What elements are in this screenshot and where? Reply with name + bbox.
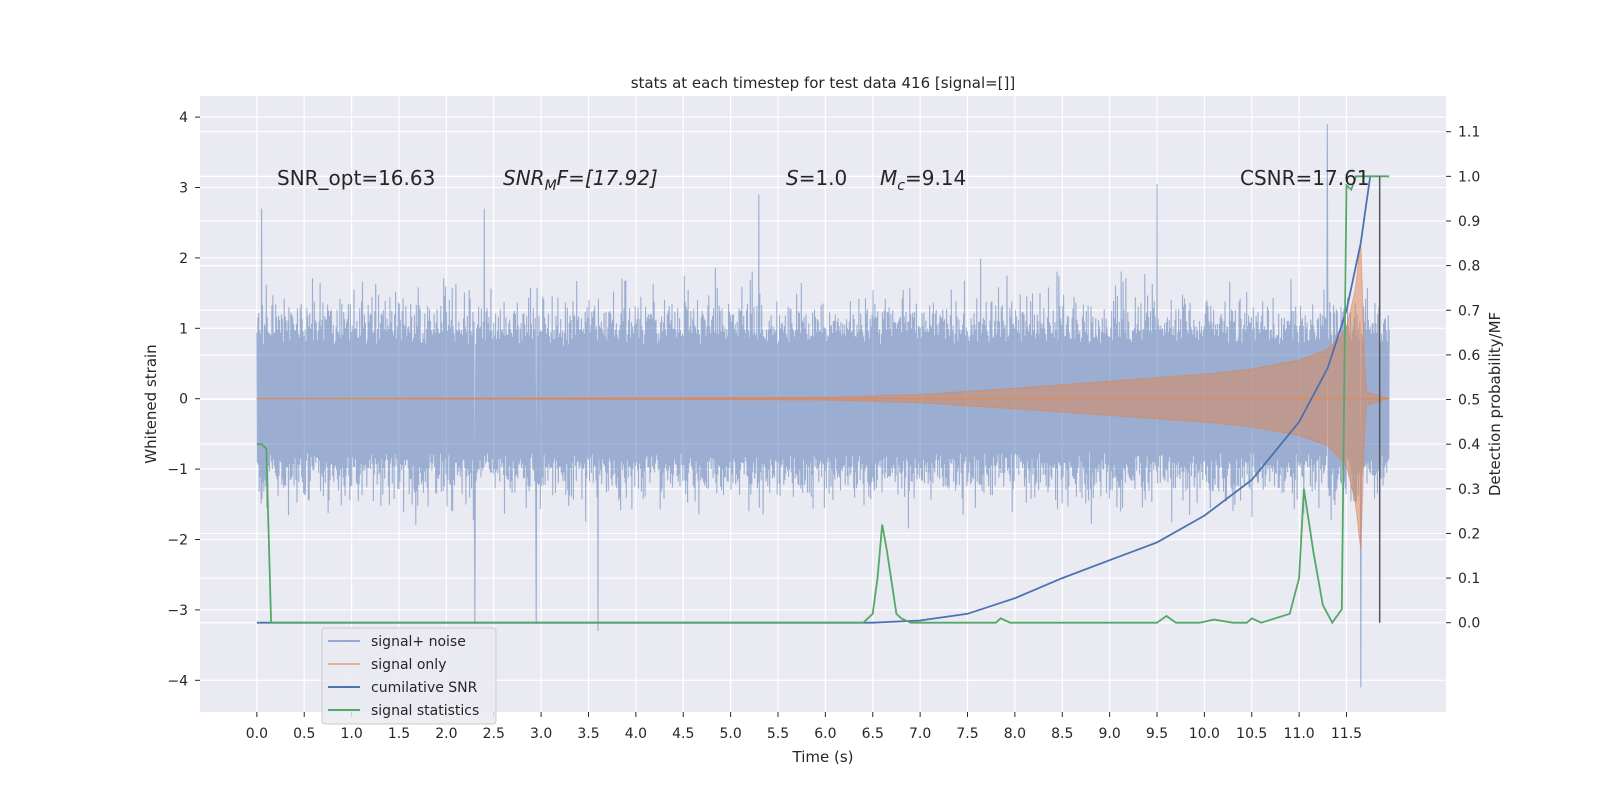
y-right-tick-label: 1.1	[1458, 125, 1480, 141]
x-tick-label: 2.5	[483, 726, 505, 742]
legend-label-signal-noise: signal+ noise	[371, 634, 466, 650]
x-tick-label: 2.0	[435, 726, 457, 742]
legend: signal+ noise signal only cumilative SNR…	[321, 627, 497, 725]
x-tick-label: 9.0	[1098, 726, 1120, 742]
series-signal-only	[256, 240, 1391, 549]
x-tick-label: 0.0	[246, 726, 268, 742]
annotation-snr-mf: SNRMF=[17.92]	[503, 166, 658, 194]
y-right-tick-label: 0.2	[1458, 526, 1480, 542]
x-tick-label: 8.0	[1004, 726, 1026, 742]
y-left-tick-label: −4	[167, 673, 188, 689]
signal-noise-line	[256, 124, 1390, 688]
annotation-mc: Mc=9.14	[880, 166, 966, 194]
y-right-tick-label: 0.9	[1458, 214, 1480, 230]
x-tick-label: 9.5	[1146, 726, 1168, 742]
annotation-snr-mf-sub: M	[545, 178, 557, 194]
y-right-tick-label: 0.6	[1458, 348, 1480, 364]
annotation-csnr: CSNR=17.61	[1240, 166, 1370, 190]
x-tick-label: 5.0	[719, 726, 741, 742]
y-left-tick-label: −3	[167, 603, 188, 619]
y-left-tick-label: −2	[167, 533, 188, 549]
legend-label-cumulative-snr: cumilative SNR	[371, 680, 478, 696]
x-axis-label: Time (s)	[792, 748, 854, 766]
tick-labels: 0.0 0.5 1.0 1.5 2.0 2.5 3.0 3.5 4.0 4.5 5.0 5.5 6.0 6…	[167, 110, 1480, 742]
right-axis-series	[256, 175, 1390, 625]
x-tick-label: 0.5	[293, 726, 315, 742]
annotation-mc-sub: c	[897, 178, 905, 194]
y-right-tick-label: 1.0	[1458, 169, 1480, 185]
x-tick-label: 4.5	[672, 726, 694, 742]
annotation-snr-opt: SNR_opt=16.63	[277, 166, 435, 190]
x-tick-label: 10.0	[1189, 726, 1220, 742]
x-tick-label: 3.5	[577, 726, 599, 742]
x-tick-label: 6.5	[862, 726, 884, 742]
cumulative-snr-line	[256, 176, 1372, 624]
annotation-s-value: =1.0	[799, 166, 848, 190]
x-tick-label: 10.5	[1236, 726, 1267, 742]
annotation-s-var: S	[786, 166, 799, 190]
legend-box	[321, 627, 497, 725]
y-right-tick-label: 0.5	[1458, 393, 1480, 409]
x-tick-label: 11.5	[1331, 726, 1362, 742]
x-tick-label: 6.0	[814, 726, 836, 742]
y-left-tick-label: 4	[179, 110, 188, 126]
y-left-tick-label: 1	[179, 321, 188, 337]
x-tick-label: 8.5	[1051, 726, 1073, 742]
y-right-tick-label: 0.7	[1458, 303, 1480, 319]
x-tick-label: 7.0	[909, 726, 931, 742]
y-right-tick-label: 0.4	[1458, 437, 1480, 453]
chart-title: stats at each timestep for test data 416…	[631, 74, 1016, 92]
x-tick-label: 11.0	[1284, 726, 1315, 742]
signal-statistics-line	[256, 175, 1390, 625]
y-left-tick-label: 0	[179, 392, 188, 408]
x-tick-label: 4.0	[625, 726, 647, 742]
y-left-tick-label: −1	[167, 462, 188, 478]
annotation-snr-mf-f: F=[17.92]	[557, 166, 658, 190]
legend-label-signal-statistics: signal statistics	[371, 703, 479, 719]
annotation-mc-var: M	[880, 166, 897, 190]
y-axis-left-label: Whitened strain	[142, 344, 160, 463]
y-left-tick-label: 3	[179, 181, 188, 197]
y-right-tick-label: 0.3	[1458, 482, 1480, 498]
annotation-mc-value: =9.14	[905, 166, 966, 190]
x-tick-label: 7.5	[956, 726, 978, 742]
legend-label-signal-only: signal only	[371, 657, 446, 673]
y-right-tick-label: 0.0	[1458, 616, 1480, 632]
x-tick-label: 5.5	[767, 726, 789, 742]
y-left-tick-label: 2	[179, 251, 188, 267]
annotation-snr-mf-main: SNR	[503, 166, 545, 190]
y-axis-right-label: Detection probability/MF	[1486, 312, 1504, 496]
x-tick-label: 3.0	[530, 726, 552, 742]
x-tick-label: 1.5	[388, 726, 410, 742]
y-right-tick-label: 0.8	[1458, 259, 1480, 275]
y-right-tick-label: 0.1	[1458, 571, 1480, 587]
annotation-s: S=1.0	[786, 166, 847, 190]
series-signal-noise	[256, 124, 1390, 688]
x-tick-label: 1.0	[340, 726, 362, 742]
